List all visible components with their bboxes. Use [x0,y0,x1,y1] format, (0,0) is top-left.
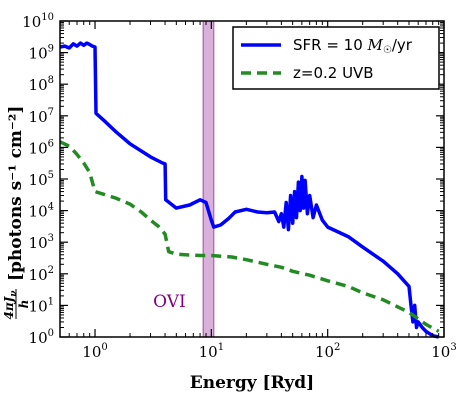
y-tick-label-8-exponent: 8 [48,75,54,86]
y-axis-title-units: [photons s⁻¹ cm⁻²] [6,106,26,281]
x-tick-label-1: 101 [199,342,224,361]
x-tick-label-3-base: 10 [431,343,450,361]
y-tick-label-8: 108 [29,75,54,94]
y-tick-label-5-base: 10 [29,171,48,189]
x-tick-label-3-exponent: 3 [450,342,456,353]
y-tick-label-5: 105 [29,170,54,189]
y-tick-label-2: 102 [29,265,54,284]
y-tick-label-0-base: 10 [29,329,48,347]
y-tick-label-1-base: 10 [29,297,48,315]
y-tick-label-7: 107 [29,107,54,126]
y-tick-label-7-exponent: 7 [48,107,54,118]
x-tick-label-2-base: 10 [315,343,334,361]
legend-box [232,26,440,90]
x-tick-label-3: 103 [431,342,456,361]
legend-label-sfr-subscript: ☉ [383,45,392,56]
y-tick-label-2-exponent: 2 [48,265,54,276]
y-axis-title-subscript: ν [9,290,19,297]
ovi-band-layer [202,20,215,338]
y-tick-label-3-base: 10 [29,234,48,252]
x-tick-label-1-exponent: 1 [218,342,224,353]
legend-label-uvb: z=0.2 UVB [293,64,374,82]
y-tick-label-3: 103 [29,233,54,252]
y-tick-label-2-base: 10 [29,266,48,284]
x-tick-label-0-base: 10 [82,343,101,361]
y-axis-title: 4πJν h [photons s⁻¹ cm⁻²] [2,106,31,320]
y-tick-label-8-base: 10 [29,76,48,94]
y-tick-label-6: 106 [29,138,54,157]
x-tick-label-0: 100 [82,342,107,361]
y-tick-label-10-base: 10 [22,13,41,31]
y-tick-label-1: 101 [29,296,54,315]
ovi-band-label: OVI [153,292,186,312]
y-axis-title-denominator: h [17,300,31,309]
series-layer [59,41,440,339]
x-tick-label-0-exponent: 0 [101,342,107,353]
y-tick-label-6-exponent: 6 [48,138,54,149]
y-tick-label-1-exponent: 1 [48,296,54,307]
y-tick-label-9-base: 10 [29,45,48,63]
y-tick-label-10: 1010 [22,12,54,31]
y-tick-label-9-exponent: 9 [48,44,54,55]
svg-text:4πJν: 4πJν [2,290,19,320]
y-tick-label-4-base: 10 [29,203,48,221]
legend-label-sfr: SFR = 10 M☉/yr [293,36,413,56]
y-tick-label-3-exponent: 3 [48,233,54,244]
series-line-sfr [59,41,440,339]
y-tick-label-5-exponent: 5 [48,170,54,181]
tick-layer: 100 101 102 1031001011021031041051061071081… [22,12,457,361]
legend: SFR = 10 M☉/yr z=0.2 UVB [232,26,440,90]
y-tick-label-6-base: 10 [29,139,48,157]
x-tick-label-1-base: 10 [199,343,218,361]
legend-label-sfr-suffix: /yr [392,36,413,54]
ovi-band [202,20,215,338]
y-tick-label-9: 109 [29,44,54,63]
x-tick-label-2-exponent: 2 [334,342,340,353]
y-tick-label-7-base: 10 [29,108,48,126]
y-axis-title-numerator: 4πJ [2,295,16,319]
x-tick-label-2: 102 [315,342,340,361]
y-tick-label-4: 104 [29,202,54,221]
x-axis-title: Energy [Ryd] [190,373,314,393]
y-tick-label-0-exponent: 0 [48,328,54,339]
y-tick-label-10-exponent: 10 [41,12,54,23]
legend-label-sfr-prefix: SFR = 10 [293,36,368,54]
y-tick-label-4-exponent: 4 [48,202,54,213]
y-tick-label-0: 100 [29,328,54,347]
legend-label-sfr-symbol: M [367,36,384,54]
